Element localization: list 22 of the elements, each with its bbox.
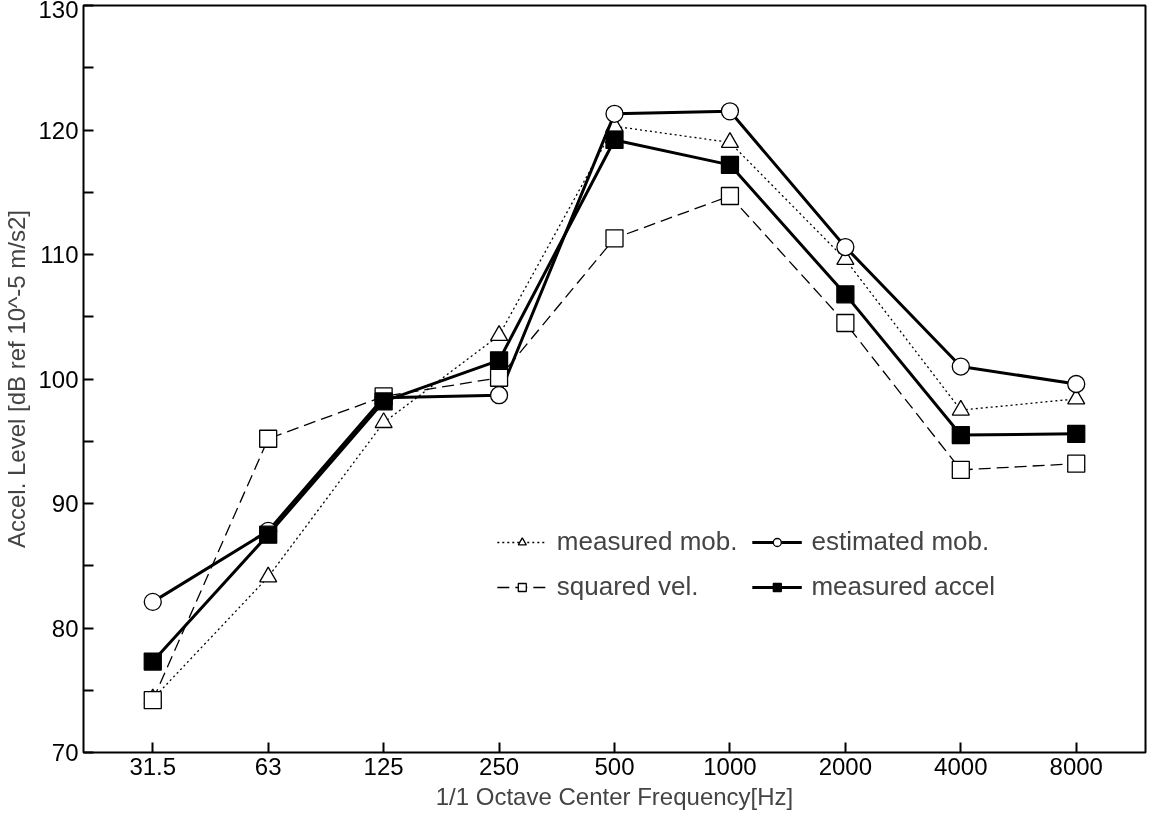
x-tick-label: 63 [254, 752, 282, 780]
x-tick-label: 8000 [1049, 752, 1103, 780]
y-tick-label: 70 [51, 739, 79, 766]
y-tick-label: 120 [38, 116, 79, 144]
x-tick-label: 31.5 [129, 752, 177, 780]
x-tick-label: 4000 [934, 752, 988, 780]
y-tick-label: 110 [40, 241, 79, 268]
y-axis-title: Accel. Level [dB ref 10^-5 m/s2] [3, 209, 31, 549]
x-tick-label: 1000 [703, 752, 757, 780]
x-tick-label: 500 [594, 752, 635, 780]
x-tick-label: 250 [479, 752, 520, 780]
y-tick-label: 100 [38, 365, 79, 393]
x-tick-label: 125 [363, 752, 404, 780]
x-axis-title: 1/1 Octave Center Frequency[Hz] [435, 782, 794, 810]
y-tick-label: 90 [51, 490, 79, 517]
y-tick-label: 80 [51, 614, 79, 642]
legend-label: measured mob. [556, 526, 738, 557]
legend-label: squared vel. [556, 571, 699, 602]
x-tick-label: 2000 [818, 752, 873, 780]
legend-label: estimated mob. [811, 526, 990, 557]
legend-label: measured accel [811, 571, 995, 602]
y-tick-label: 130 [38, 0, 79, 23]
